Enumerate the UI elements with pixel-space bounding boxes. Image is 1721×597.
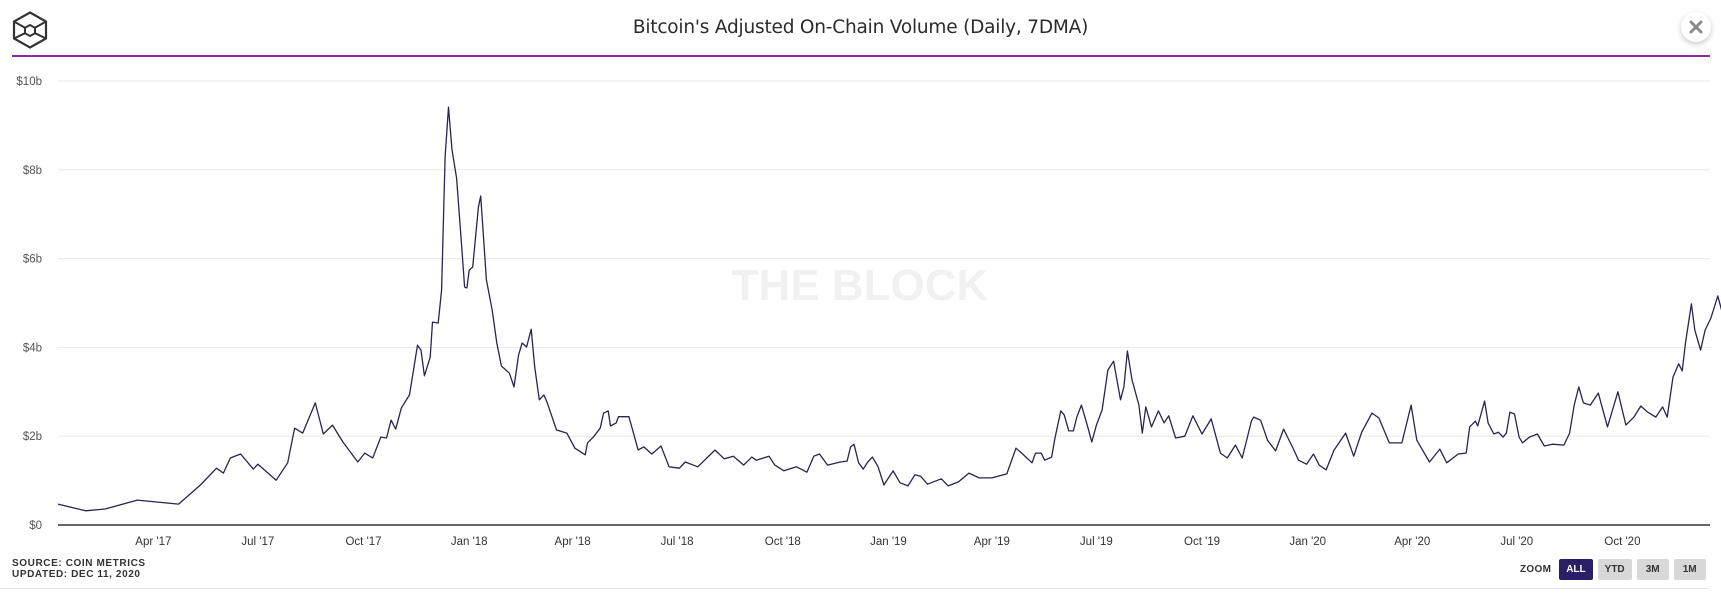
zoom-ytd-button[interactable]: YTD	[1597, 558, 1632, 580]
x-tick-label: Oct '19	[1184, 536, 1220, 548]
y-tick-label: $2b	[23, 431, 42, 443]
zoom-label: ZOOM	[1520, 563, 1552, 575]
gridlines	[58, 80, 1710, 437]
x-tick-label: Jul '18	[661, 536, 694, 548]
x-tick-label: Jul '19	[1080, 536, 1113, 548]
source-label: SOURCE: COIN METRICS	[12, 558, 146, 569]
x-tick-label: Apr '19	[974, 536, 1010, 548]
y-tick-label: $4b	[23, 342, 42, 354]
watermark: THE BLOCK	[732, 261, 989, 310]
x-tick-label: Jan '20	[1289, 536, 1326, 548]
x-tick-label: Jul '17	[241, 536, 274, 548]
x-tick-label: Apr '17	[135, 536, 171, 548]
zoom-1m-button[interactable]: 1M	[1673, 558, 1706, 580]
x-tick-label: Apr '20	[1394, 536, 1430, 548]
y-tick-label: $0	[29, 520, 42, 532]
zoom-all-button[interactable]: ALL	[1559, 558, 1593, 580]
line-chart: THE BLOCK $0 $2b $4b $6b $8b $10b Apr '17 Jul …	[16, 76, 1721, 548]
x-tick-label: Oct '20	[1604, 536, 1640, 548]
series-line-adjusted-volume	[57, 106, 1721, 512]
y-tick-label: $8b	[23, 165, 42, 177]
title-divider	[12, 55, 1710, 57]
y-tick-label: $6b	[23, 254, 42, 266]
updated-label: UPDATED: DEC 11, 2020	[12, 569, 141, 580]
close-button[interactable]	[1681, 12, 1711, 42]
footer-divider	[0, 588, 1710, 589]
y-axis: $0 $2b $4b $6b $8b $10b	[16, 76, 42, 532]
y-tick-label: $10b	[16, 76, 42, 88]
zoom-controls: ZOOM ALL YTD 3M 1M	[1520, 558, 1706, 580]
x-axis: Apr '17 Jul '17 Oct '17 Jan '18 Apr '18 Jul '…	[135, 536, 1640, 548]
close-icon	[1689, 20, 1703, 34]
x-tick-label: Jan '19	[870, 536, 907, 548]
chart-title: Bitcoin's Adjusted On-Chain Volume (Dail…	[632, 17, 1089, 38]
x-tick-label: Jan '18	[451, 536, 488, 548]
x-tick-label: Oct '18	[765, 536, 801, 548]
x-tick-label: Apr '18	[555, 536, 591, 548]
x-tick-label: Jul '20	[1500, 536, 1533, 548]
the-block-logo-icon	[10, 10, 50, 50]
zoom-3m-button[interactable]: 3M	[1636, 558, 1669, 580]
source-note: SOURCE: COIN METRICS UPDATED: DEC 11, 20…	[12, 558, 146, 580]
x-tick-label: Oct '17	[345, 536, 381, 548]
